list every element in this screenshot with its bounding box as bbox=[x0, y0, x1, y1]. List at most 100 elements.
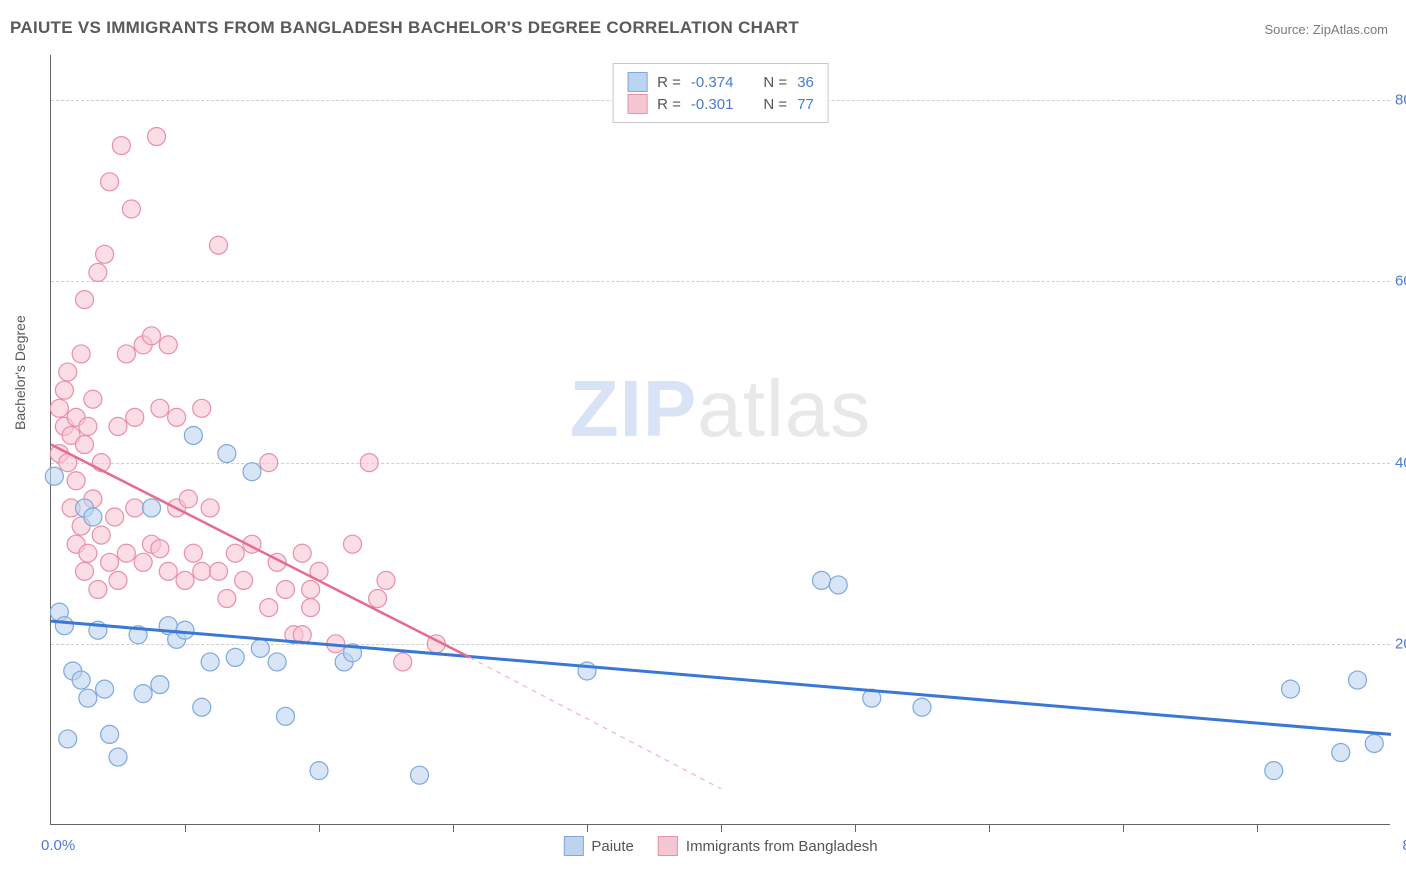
data-point bbox=[260, 599, 278, 617]
legend-item-paiute: Paiute bbox=[563, 836, 634, 856]
data-point bbox=[310, 762, 328, 780]
data-point bbox=[377, 571, 395, 589]
n-label: N = bbox=[763, 96, 787, 113]
legend-stats: R = -0.374 N = 36 R = -0.301 N = 77 bbox=[612, 63, 829, 123]
plot-area: ZIPatlas 20.0%40.0%60.0%80.0% R = -0.374… bbox=[50, 55, 1390, 825]
n-label: N = bbox=[763, 74, 787, 91]
data-point bbox=[126, 499, 144, 517]
data-point bbox=[1365, 734, 1383, 752]
data-point bbox=[344, 535, 362, 553]
y-tick-label: 60.0% bbox=[1395, 273, 1406, 290]
data-point bbox=[218, 590, 236, 608]
n-value-2: 77 bbox=[797, 96, 814, 113]
data-point bbox=[218, 445, 236, 463]
data-point bbox=[143, 327, 161, 345]
legend-stats-row-1: R = -0.374 N = 36 bbox=[627, 72, 814, 92]
r-value-2: -0.301 bbox=[691, 96, 734, 113]
legend-swatch-bangladesh bbox=[627, 94, 647, 114]
data-point bbox=[101, 725, 119, 743]
data-point bbox=[109, 571, 127, 589]
x-tick-max: 80.0% bbox=[1402, 837, 1406, 854]
r-label: R = bbox=[657, 96, 681, 113]
data-point bbox=[143, 499, 161, 517]
data-point bbox=[210, 236, 228, 254]
data-point bbox=[151, 540, 169, 558]
data-point bbox=[226, 648, 244, 666]
data-point bbox=[151, 399, 169, 417]
data-point bbox=[79, 417, 97, 435]
data-point bbox=[913, 698, 931, 716]
data-point bbox=[201, 653, 219, 671]
r-value-1: -0.374 bbox=[691, 74, 734, 91]
data-point bbox=[76, 436, 94, 454]
data-point bbox=[277, 580, 295, 598]
legend-label-bangladesh: Immigrants from Bangladesh bbox=[686, 838, 878, 855]
data-point bbox=[360, 454, 378, 472]
data-point bbox=[1349, 671, 1367, 689]
data-point bbox=[226, 544, 244, 562]
y-tick-label: 80.0% bbox=[1395, 92, 1406, 109]
data-point bbox=[302, 599, 320, 617]
x-tick-origin: 0.0% bbox=[41, 837, 75, 854]
legend-series: Paiute Immigrants from Bangladesh bbox=[563, 836, 877, 856]
data-point bbox=[59, 730, 77, 748]
data-point bbox=[134, 685, 152, 703]
data-point bbox=[277, 707, 295, 725]
data-point bbox=[251, 639, 269, 657]
source-attribution: Source: ZipAtlas.com bbox=[1264, 22, 1388, 37]
data-point bbox=[117, 544, 135, 562]
data-point bbox=[193, 562, 211, 580]
data-point bbox=[109, 417, 127, 435]
data-point bbox=[122, 200, 140, 218]
data-point bbox=[76, 291, 94, 309]
data-point bbox=[813, 571, 831, 589]
data-point bbox=[151, 676, 169, 694]
data-point bbox=[79, 689, 97, 707]
data-point bbox=[45, 467, 63, 485]
data-point bbox=[79, 544, 97, 562]
y-tick-label: 20.0% bbox=[1395, 635, 1406, 652]
n-value-1: 36 bbox=[797, 74, 814, 91]
data-point bbox=[96, 680, 114, 698]
data-point bbox=[829, 576, 847, 594]
data-point bbox=[176, 621, 194, 639]
data-point bbox=[293, 544, 311, 562]
chart-svg bbox=[51, 55, 1390, 824]
data-point bbox=[159, 336, 177, 354]
data-point bbox=[176, 571, 194, 589]
data-point bbox=[117, 345, 135, 363]
legend-swatch-bangladesh bbox=[658, 836, 678, 856]
data-point bbox=[55, 617, 73, 635]
legend-label-paiute: Paiute bbox=[591, 838, 634, 855]
data-point bbox=[92, 526, 110, 544]
data-point bbox=[184, 544, 202, 562]
data-point bbox=[193, 698, 211, 716]
data-point bbox=[89, 580, 107, 598]
data-point bbox=[179, 490, 197, 508]
chart-title: PAIUTE VS IMMIGRANTS FROM BANGLADESH BAC… bbox=[10, 18, 799, 38]
data-point bbox=[235, 571, 253, 589]
data-point bbox=[260, 454, 278, 472]
r-label: R = bbox=[657, 74, 681, 91]
data-point bbox=[84, 390, 102, 408]
data-point bbox=[106, 508, 124, 526]
data-point bbox=[101, 173, 119, 191]
data-point bbox=[168, 408, 186, 426]
data-point bbox=[109, 748, 127, 766]
data-point bbox=[67, 472, 85, 490]
data-point bbox=[101, 553, 119, 571]
data-point bbox=[411, 766, 429, 784]
data-point bbox=[1332, 744, 1350, 762]
y-tick-label: 40.0% bbox=[1395, 454, 1406, 471]
data-point bbox=[159, 562, 177, 580]
data-point bbox=[184, 426, 202, 444]
data-point bbox=[55, 381, 73, 399]
data-point bbox=[72, 345, 90, 363]
data-point bbox=[59, 363, 77, 381]
data-point bbox=[394, 653, 412, 671]
data-point bbox=[268, 653, 286, 671]
data-point bbox=[72, 671, 90, 689]
y-axis-label: Bachelor's Degree bbox=[12, 315, 28, 430]
data-point bbox=[1265, 762, 1283, 780]
legend-item-bangladesh: Immigrants from Bangladesh bbox=[658, 836, 878, 856]
